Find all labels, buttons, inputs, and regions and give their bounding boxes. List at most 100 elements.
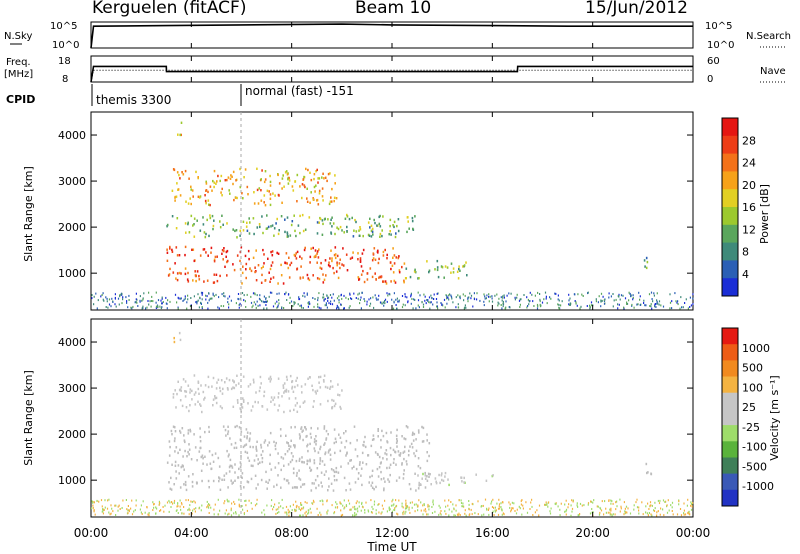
scatter-cell bbox=[650, 303, 652, 306]
scatter-cell bbox=[319, 386, 322, 389]
y-tick-label: 3000 bbox=[58, 382, 86, 395]
scatter-cell bbox=[299, 478, 302, 481]
scatter-cell bbox=[669, 301, 672, 304]
scatter-cell bbox=[227, 176, 230, 179]
scatter-cell bbox=[308, 301, 310, 303]
scatter-cell bbox=[287, 266, 290, 270]
scatter-cell bbox=[95, 292, 97, 295]
scatter-cell bbox=[569, 302, 571, 305]
scatter-cell bbox=[184, 440, 186, 444]
scatter-cell bbox=[128, 299, 130, 301]
scatter-cell bbox=[336, 506, 339, 509]
scatter-cell bbox=[291, 509, 293, 512]
scatter-cell bbox=[194, 403, 197, 406]
scatter-cell bbox=[91, 500, 93, 503]
scatter-cell bbox=[450, 262, 453, 265]
scatter-cell bbox=[300, 265, 302, 268]
scatter-cell bbox=[458, 265, 460, 268]
scatter-cell bbox=[255, 447, 258, 451]
scatter-cell bbox=[333, 512, 335, 515]
scatter-cell bbox=[600, 292, 603, 295]
scatter-cell bbox=[320, 261, 322, 265]
scatter-cell bbox=[334, 253, 337, 256]
scatter-cell bbox=[485, 479, 488, 482]
scatter-cell bbox=[108, 303, 111, 306]
scatter-cell bbox=[213, 508, 215, 511]
scatter-cell bbox=[617, 307, 619, 310]
scatter-cell bbox=[372, 508, 374, 510]
scatter-cell bbox=[184, 222, 187, 225]
scatter-cell bbox=[624, 512, 626, 515]
scatter-cell bbox=[362, 234, 364, 238]
scatter-cell bbox=[333, 299, 335, 302]
scatter-cell bbox=[379, 275, 381, 279]
scatter-cell bbox=[628, 299, 630, 302]
scatter-cell bbox=[286, 262, 288, 265]
scatter-cell bbox=[274, 447, 277, 451]
scatter-cell bbox=[498, 302, 500, 305]
scatter-cell bbox=[610, 499, 612, 502]
scatter-cell bbox=[200, 469, 203, 472]
scatter-cell bbox=[276, 292, 278, 295]
scatter-cell bbox=[361, 252, 364, 255]
scatter-cell bbox=[538, 514, 540, 517]
scatter-cell bbox=[201, 291, 204, 294]
scatter-cell bbox=[417, 299, 420, 302]
scatter-cell bbox=[410, 442, 413, 446]
scatter-cell bbox=[503, 513, 505, 516]
scatter-cell bbox=[388, 509, 390, 512]
scatter-cell bbox=[290, 452, 293, 455]
scatter-cell bbox=[671, 501, 674, 504]
scatter-cell bbox=[241, 271, 244, 275]
scatter-cell bbox=[404, 437, 407, 441]
scatter-cell bbox=[214, 503, 216, 506]
scatter-cell bbox=[587, 292, 589, 295]
scatter-cell bbox=[459, 297, 461, 300]
scatter-cell bbox=[426, 459, 429, 463]
scatter-cell bbox=[355, 467, 358, 471]
scatter-cell bbox=[276, 512, 279, 514]
scatter-cell bbox=[448, 294, 450, 297]
scatter-cell bbox=[383, 488, 385, 492]
scatter-cell bbox=[247, 456, 249, 460]
scatter-cell bbox=[184, 272, 187, 276]
scatter-cell bbox=[537, 305, 539, 308]
scatter-cell bbox=[199, 435, 202, 439]
scatter-cell bbox=[312, 198, 315, 201]
scatter-cell bbox=[343, 507, 345, 510]
date-title: 15/Jun/2012 bbox=[585, 0, 688, 18]
scatter-cell bbox=[322, 281, 325, 284]
scatter-cell bbox=[273, 227, 276, 230]
scatter-cell bbox=[148, 303, 150, 306]
scatter-cell bbox=[424, 295, 426, 298]
scatter-cell bbox=[437, 292, 439, 295]
scatter-cell bbox=[243, 299, 245, 302]
scatter-cell bbox=[344, 217, 347, 220]
scatter-cell bbox=[429, 473, 431, 476]
scatter-cell bbox=[341, 263, 343, 266]
x-axis: 00:00 04:00 08:00 12:00 16:00 20:00 00:00 bbox=[74, 22, 710, 540]
scatter-cell bbox=[225, 250, 228, 254]
scatter-cell bbox=[455, 509, 457, 512]
scatter-cell bbox=[358, 505, 360, 508]
scatter-cell bbox=[346, 225, 348, 229]
scatter-cell bbox=[680, 514, 683, 517]
scatter-cell bbox=[230, 479, 232, 482]
scatter-cell bbox=[339, 449, 342, 453]
scatter-cell bbox=[250, 269, 253, 273]
scatter-cell bbox=[459, 514, 461, 516]
scatter-cell bbox=[265, 470, 267, 474]
scatter-cell bbox=[298, 507, 300, 510]
scatter-cell bbox=[539, 300, 541, 303]
scatter-cell bbox=[625, 511, 627, 514]
scatter-cell bbox=[345, 439, 348, 443]
scatter-cell bbox=[186, 278, 189, 281]
scatter-cell bbox=[364, 300, 366, 303]
scatter-cell bbox=[311, 482, 314, 485]
scatter-cell bbox=[321, 499, 323, 502]
scatter-cell bbox=[623, 513, 625, 516]
freq-strip: Freq. [MHz] 18 8 60 0 Nave bbox=[4, 55, 786, 85]
scatter-cell bbox=[226, 274, 228, 277]
scatter-cell bbox=[167, 299, 169, 302]
scatter-cell bbox=[286, 299, 288, 301]
